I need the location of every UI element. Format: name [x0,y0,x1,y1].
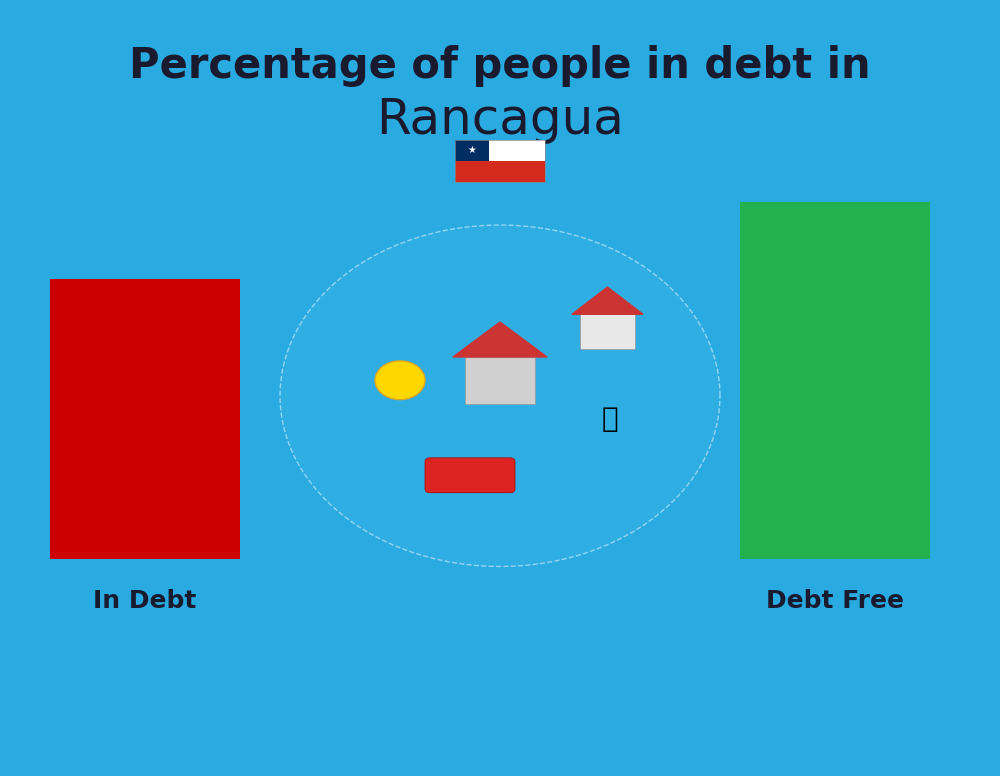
FancyBboxPatch shape [425,458,515,493]
Polygon shape [453,322,547,357]
Text: Rancagua: Rancagua [376,96,624,144]
Text: ★: ★ [468,145,476,155]
FancyBboxPatch shape [455,140,545,161]
Text: Debt Free: Debt Free [766,590,904,613]
Circle shape [375,361,425,400]
FancyBboxPatch shape [50,279,240,559]
FancyBboxPatch shape [455,140,489,161]
FancyBboxPatch shape [465,357,535,404]
Text: 26%: 26% [77,475,213,534]
Polygon shape [572,287,643,314]
Ellipse shape [280,225,720,566]
FancyBboxPatch shape [580,314,635,349]
Text: Percentage of people in debt in: Percentage of people in debt in [129,45,871,87]
Text: 🎓: 🎓 [602,405,618,433]
FancyBboxPatch shape [455,161,545,182]
Text: In Debt: In Debt [93,590,197,613]
Text: 74%: 74% [767,475,903,534]
FancyBboxPatch shape [740,202,930,559]
